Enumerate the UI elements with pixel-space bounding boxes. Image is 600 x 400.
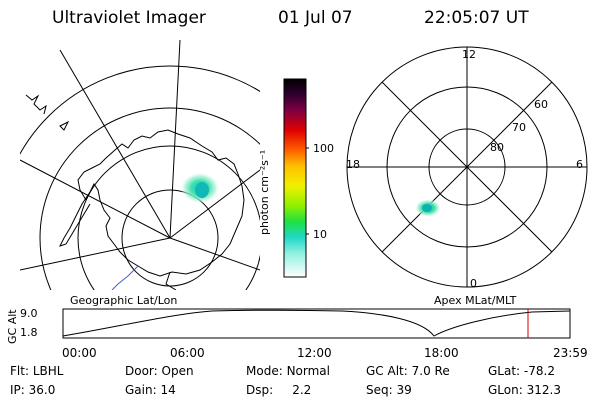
coast-detail bbox=[165, 271, 177, 290]
ip-info: IP: 36.0 bbox=[10, 383, 56, 397]
dsp-info: Dsp: 2.2 bbox=[246, 383, 312, 397]
mlt-line-diagonal bbox=[381, 81, 553, 253]
geographic-map bbox=[20, 40, 260, 290]
app-title: Ultraviolet Imager bbox=[52, 8, 206, 28]
island-coastline bbox=[59, 120, 70, 131]
meridian-line bbox=[59, 49, 171, 239]
colorbar-unit-label: photon cm⁻²s⁻¹ bbox=[258, 149, 271, 235]
colorbar-tick-10: 10 bbox=[313, 228, 327, 241]
colorbar bbox=[283, 78, 309, 278]
y-tick-9: 9.0 bbox=[20, 307, 38, 320]
colorbar-tick-100: 100 bbox=[313, 142, 334, 155]
gc-alt-info: GC Alt: 7.0 Re bbox=[366, 364, 450, 378]
glat-info: GLat: -78.2 bbox=[488, 364, 555, 378]
y-tick-1.8: 1.8 bbox=[20, 326, 38, 339]
seq-info: Seq: 39 bbox=[366, 383, 412, 397]
x-tick-0000: 00:00 bbox=[62, 346, 97, 360]
south-america-coastline bbox=[25, 94, 47, 115]
flt-info: Flt: LBHL bbox=[10, 364, 64, 378]
mode-info: Mode: Normal bbox=[246, 364, 330, 378]
meridian-line bbox=[169, 169, 260, 239]
gain-info: Gain: 14 bbox=[125, 383, 176, 397]
meridian-line bbox=[20, 159, 171, 239]
glon-info: GLon: 312.3 bbox=[488, 383, 561, 397]
x-tick-1800: 18:00 bbox=[424, 346, 459, 360]
blue-track bbox=[111, 265, 139, 290]
altitude-curve bbox=[62, 309, 571, 337]
mlt-label-12: 12 bbox=[462, 48, 476, 61]
polar-plot bbox=[346, 46, 588, 288]
lat-circle bbox=[39, 107, 260, 290]
apex-label: Apex MLat/MLT bbox=[434, 294, 517, 307]
mlt-label-6: 6 bbox=[576, 158, 583, 171]
aurora-core bbox=[195, 182, 209, 198]
x-tick-1200: 12:00 bbox=[297, 346, 332, 360]
door-info: Door: Open bbox=[125, 364, 194, 378]
x-tick-2359: 23:59 bbox=[553, 346, 588, 360]
lat-circle bbox=[20, 65, 260, 155]
meridian-line bbox=[169, 237, 260, 271]
time-label: 22:05:07 UT bbox=[424, 8, 529, 28]
mlt-label-18: 18 bbox=[346, 158, 360, 171]
date-label: 01 Jul 07 bbox=[278, 8, 353, 28]
mlt-label-0: 0 bbox=[470, 277, 477, 290]
mlat-label-80: 80 bbox=[490, 141, 504, 154]
meridian-line bbox=[169, 40, 181, 239]
gc-alt-axis-label: GC Alt bbox=[6, 309, 19, 344]
meridian-line bbox=[20, 237, 171, 271]
altitude-timeline bbox=[62, 308, 571, 339]
lat-circle bbox=[77, 145, 260, 290]
x-tick-0600: 06:00 bbox=[170, 346, 205, 360]
geographic-label: Geographic Lat/Lon bbox=[70, 294, 178, 307]
aurora-core bbox=[422, 204, 432, 212]
peninsula-coastline bbox=[59, 191, 91, 247]
mlat-label-60: 60 bbox=[534, 98, 548, 111]
mlat-label-70: 70 bbox=[512, 121, 526, 134]
